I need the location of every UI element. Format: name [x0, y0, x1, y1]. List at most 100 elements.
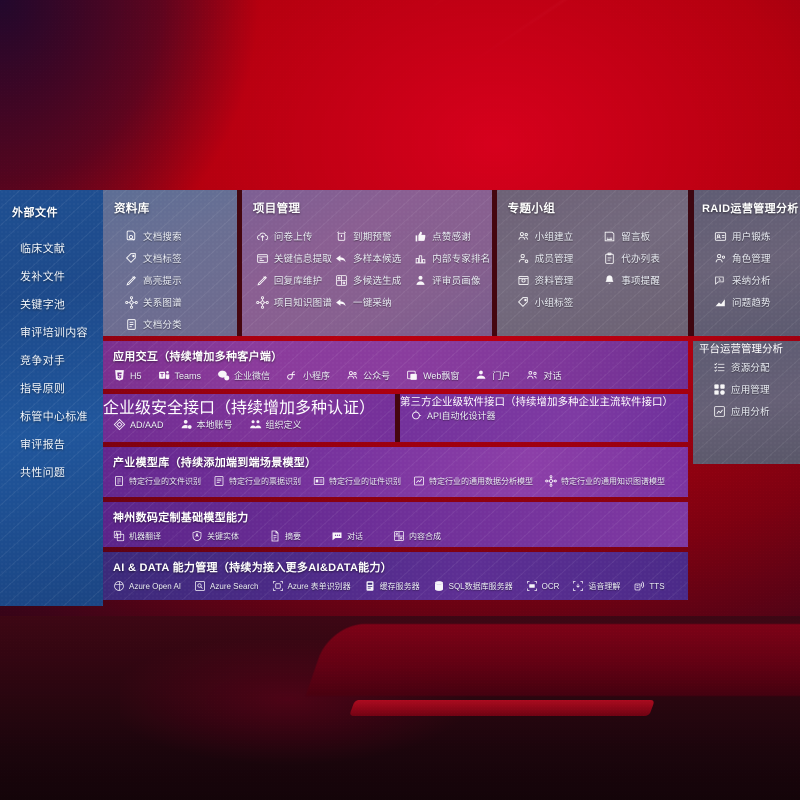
row-title-base-model: 神州数码定制基础模型能力 — [113, 512, 249, 524]
tile-label: 点赞感谢 — [432, 232, 471, 243]
sidebar-item-guidelines[interactable]: 指导原则 — [20, 383, 66, 395]
resource-list-icon — [713, 361, 726, 374]
tile-reply-library-maintenance[interactable]: 回复库维护 — [248, 269, 327, 291]
sidebar-item-clinical-literature[interactable]: 临床文献 — [20, 243, 66, 255]
tile-one-click-adopt[interactable]: 一键采纳 — [327, 291, 406, 313]
entity-shield-icon — [191, 530, 203, 542]
tile-label: 采纳分析 — [731, 276, 771, 287]
chip-label: 特定行业的证件识别 — [329, 476, 401, 486]
dashboard-right-zone: 资料库 文档搜索 文档标签 高亮提示 — [103, 190, 800, 606]
tile-label: 事项提醒 — [621, 276, 661, 287]
graph-network-icon — [125, 295, 138, 309]
chip-receipt-recognition[interactable]: 特定行业的票据识别 — [213, 475, 301, 487]
chip-h5[interactable]: H5 — [113, 369, 142, 382]
tile-issue-trend[interactable]: 问题趋势 — [706, 291, 794, 313]
local-account-icon — [180, 418, 193, 431]
chip-sql-database[interactable]: SQL数据库服务器 — [433, 580, 513, 592]
tile-member-management[interactable]: 成员管理 — [509, 247, 596, 269]
user-card-icon — [714, 230, 727, 243]
tile-todo-list[interactable]: 代办列表 — [595, 247, 682, 269]
translate-icon — [113, 530, 125, 542]
chip-id-recognition[interactable]: 特定行业的证件识别 — [313, 475, 401, 487]
tile-label: 问卷上传 — [273, 232, 313, 243]
tile-document-tag[interactable]: 文档标签 — [117, 247, 231, 269]
chip-speech-understanding[interactable]: 语音理解 — [572, 580, 620, 592]
receipt-recognize-icon — [213, 475, 225, 487]
tile-role-management[interactable]: 角色管理 — [706, 247, 794, 269]
sidebar-item-keyword-pool[interactable]: 关键字池 — [20, 299, 66, 311]
tile-message-board[interactable]: 留言板 — [595, 225, 682, 247]
chip-web-popup[interactable]: Web飘窗 — [406, 369, 459, 382]
chip-portal[interactable]: 门户 — [475, 369, 510, 382]
chip-official-account[interactable]: 公众号 — [346, 369, 390, 382]
tile-project-knowledge-graph[interactable]: 项目知识图谱 — [248, 291, 332, 313]
chip-org-define[interactable]: 组织定义 — [249, 418, 302, 431]
chip-label: 特定行业的通用知识图谱模型 — [561, 476, 665, 486]
chip-teams[interactable]: Teams — [158, 369, 201, 382]
panel-title-platform: 平台运营管理分析 — [699, 343, 783, 355]
chip-form-recognizer[interactable]: Azure 表单识别器 — [272, 580, 351, 592]
document-category-icon — [125, 318, 138, 331]
sidebar-item-competitors[interactable]: 竞争对手 — [20, 355, 66, 367]
tile-group-create[interactable]: 小组建立 — [509, 225, 596, 247]
tts-icon — [633, 580, 645, 592]
chip-wecom[interactable]: 企业微信 — [217, 369, 270, 382]
chip-dialogue[interactable]: 对话 — [331, 530, 363, 542]
tile-reviewer-portrait[interactable]: 评审员画像 — [406, 269, 485, 291]
app-analysis-icon — [713, 405, 726, 418]
tile-relation-graph[interactable]: 关系图谱 — [117, 291, 231, 313]
sidebar-item-common-issues[interactable]: 共性问题 — [20, 467, 66, 479]
tile-label: 成员管理 — [534, 254, 574, 265]
sidebar-item-standards-center[interactable]: 标管中心标准 — [20, 411, 88, 423]
chip-local-account[interactable]: 本地账号 — [180, 418, 233, 431]
tile-highlight-hint[interactable]: 高亮提示 — [117, 269, 231, 291]
chip-summary[interactable]: 摘要 — [269, 530, 301, 542]
tile-group-tag[interactable]: 小组标签 — [509, 291, 596, 313]
chip-miniprogram[interactable]: 小程序 — [286, 369, 330, 382]
chip-ad-aad[interactable]: AD/AAD — [113, 418, 164, 431]
chip-api-designer[interactable]: API自动化设计器 — [410, 409, 496, 422]
tile-internal-expert-ranking[interactable]: 内部专家排名 — [406, 247, 490, 269]
tile-label: 回复库维护 — [273, 276, 323, 287]
chip-key-entity[interactable]: 关键实体 — [191, 530, 239, 542]
chip-content-synthesis[interactable]: 内容合成 — [393, 530, 441, 542]
bell-icon — [603, 274, 616, 287]
tile-document-search[interactable]: 文档搜索 — [117, 225, 231, 247]
chip-ocr[interactable]: OCR — [526, 580, 559, 592]
chip-file-recognition[interactable]: 特定行业的文件识别 — [113, 475, 201, 487]
chat-bubble-icon — [331, 530, 343, 542]
sidebar-item-review-report[interactable]: 审评报告 — [20, 439, 66, 451]
tile-adoption-analysis[interactable]: 采纳分析 — [706, 269, 794, 291]
chip-label: AD/AAD — [130, 419, 164, 430]
tile-document-category[interactable]: 文档分类 — [117, 313, 231, 335]
archive-box-icon — [517, 274, 530, 287]
tile-key-info-extract[interactable]: 关键信息提取 — [248, 247, 332, 269]
tile-due-alert[interactable]: 到期预警 — [327, 225, 406, 247]
official-account-icon — [346, 369, 359, 382]
tile-app-management[interactable]: 应用管理 — [705, 378, 794, 400]
chip-knowledge-graph-model[interactable]: 特定行业的通用知识图谱模型 — [545, 475, 665, 487]
chip-azure-openai[interactable]: Azure Open AI — [113, 580, 181, 592]
chip-machine-translation[interactable]: 机器翻译 — [113, 530, 161, 542]
tag-icon — [517, 296, 530, 309]
tile-label: 角色管理 — [731, 254, 771, 265]
tile-app-analysis[interactable]: 应用分析 — [705, 400, 794, 422]
sidebar-item-review-training[interactable]: 审评培训内容 — [20, 327, 88, 339]
tile-questionnaire-upload[interactable]: 问卷上传 — [248, 225, 327, 247]
qa-chat-icon — [714, 274, 727, 287]
tile-multi-sample-candidate[interactable]: 多样本候选 — [327, 247, 406, 269]
chip-tts[interactable]: TTS — [633, 580, 665, 592]
tile-user-training[interactable]: 用户锻炼 — [706, 225, 794, 247]
chip-cache-server[interactable]: 缓存服务器 — [364, 580, 420, 592]
tile-material-management[interactable]: 资料管理 — [509, 269, 596, 291]
chip-data-analysis-model[interactable]: 特定行业的通用数据分析模型 — [413, 475, 533, 487]
tile-resource-allocation[interactable]: 资源分配 — [705, 356, 794, 378]
sidebar-item-supplement-docs[interactable]: 发补文件 — [20, 271, 66, 283]
chip-dialog[interactable]: 对话 — [526, 369, 561, 382]
tile-multi-candidate-generate[interactable]: 多候选生成 — [327, 269, 406, 291]
tile-event-reminder[interactable]: 事项提醒 — [595, 269, 682, 291]
chip-azure-search[interactable]: Azure Search — [194, 580, 259, 592]
message-board-icon — [603, 230, 616, 243]
row-industry-model-library: 产业模型库（持续添加端到端场景模型） 特定行业的文件识别 特定行业的票据识别 特… — [103, 447, 688, 497]
tile-thumbs-up-thanks[interactable]: 点赞感谢 — [406, 225, 485, 247]
